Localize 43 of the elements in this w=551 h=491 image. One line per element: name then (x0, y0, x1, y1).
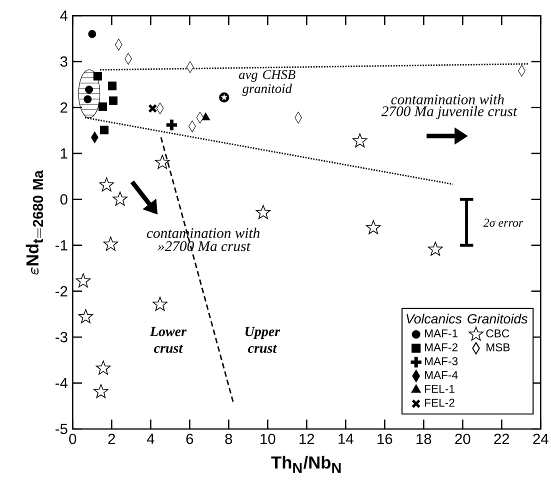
legend-label: MAF-1 (425, 329, 458, 338)
y-tick-label: 4 (60, 10, 68, 21)
x-tick-label: 16 (378, 434, 392, 444)
x-tick-label: 4 (146, 434, 154, 444)
x-tick-label: 8 (225, 434, 232, 444)
legend-label: MAF-3 (425, 357, 458, 366)
annotation: contamination with (391, 94, 504, 104)
y-tick-label: 0 (60, 194, 68, 205)
y-axis-title: $\boldsymbol{\varepsilon}\mathbf{Nd}_{\mathbf{t=2680\ Ma}}$ (26, 170, 44, 274)
legend-label: MAF-2 (425, 343, 458, 352)
legend-title: Volcanics (406, 314, 462, 324)
x-tick-label: 12 (300, 434, 314, 444)
annotation: avg CHSB granitoid (239, 70, 296, 96)
x-tick-label: 2 (108, 434, 116, 444)
annotation: Lower crust (150, 326, 187, 353)
legend-label: FEL-2 (425, 398, 454, 407)
x-tick-label: 14 (338, 434, 354, 444)
legend-label: MSB (486, 343, 510, 352)
x-tick-label: 20 (455, 434, 470, 444)
y-tick-label: -3 (56, 332, 68, 342)
annotation: contamination with (146, 228, 260, 238)
x-tick-label: 22 (494, 434, 510, 444)
x-tick-label: 0 (69, 434, 76, 444)
x-tick-label: 18 (416, 434, 432, 444)
y-tick-label: -4 (56, 378, 68, 388)
legend-label: FEL-1 (425, 384, 454, 393)
x-tick-label: 10 (260, 434, 276, 444)
x-tick-label: 6 (186, 434, 194, 444)
annotation: Upper crust (245, 326, 280, 353)
y-tick-label: -1 (56, 240, 68, 250)
annotation: 2σ error (483, 218, 524, 227)
x-axis-title: Th$_{N}$/Nb$_{N}$ (271, 456, 341, 473)
y-tick-label: 3 (60, 56, 68, 67)
y-tick-label: -5 (56, 424, 68, 434)
y-tick-label: -2 (56, 286, 68, 296)
x-tick-label: 24 (533, 434, 548, 444)
y-tick-label: 1 (60, 148, 68, 158)
y-tick-label: 2 (60, 102, 68, 113)
annotation: »2700 Ma crust (158, 241, 251, 252)
legend-label: CBC (486, 329, 510, 338)
legend-label: MAF-4 (425, 371, 458, 379)
annotation: Granitoids (468, 314, 528, 324)
annotation: 2700 Ma juvenile crust (381, 106, 518, 120)
